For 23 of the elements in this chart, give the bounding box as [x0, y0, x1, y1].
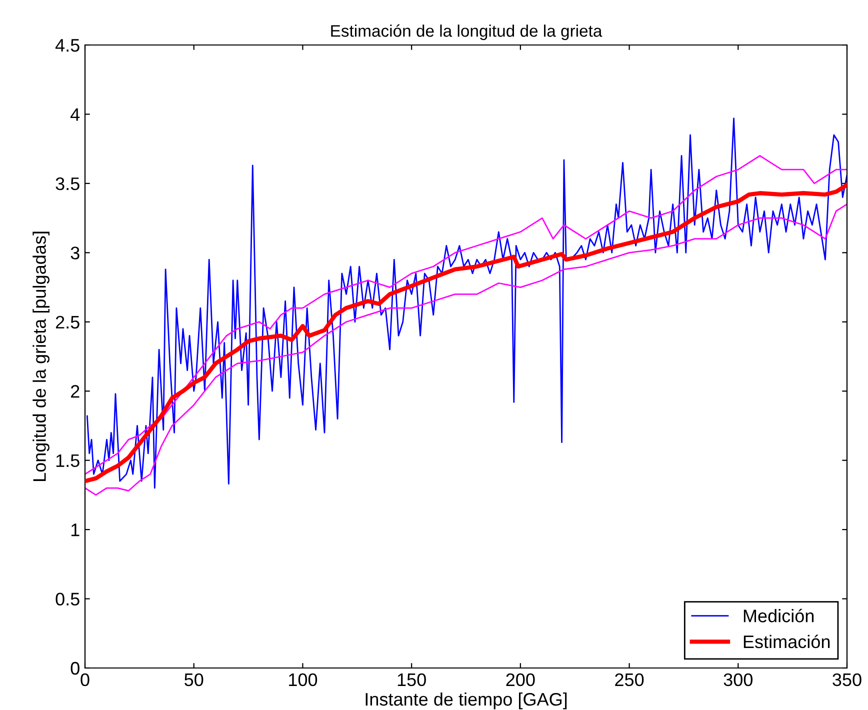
y-tick-label: 1	[71, 524, 80, 536]
x-axis-title: Instante de tiempo [GAG]	[366, 692, 567, 710]
y-tick-label: 0.5	[56, 592, 80, 606]
legend-label: Estimación	[744, 634, 830, 648]
y-tick-label: 2	[71, 385, 80, 398]
x-tick-label: 50	[184, 673, 204, 686]
y-tick-label: 3	[70, 246, 80, 260]
y-axis-title: Longitud de la grieta [pulgadas]	[32, 232, 50, 481]
x-tick-label: 250	[615, 673, 644, 686]
x-tick-label: 300	[724, 673, 752, 686]
y-tick-label: 4	[70, 108, 80, 121]
chart-title: Estimación de la longitud de la grieta	[331, 24, 602, 40]
x-tick-label: 100	[289, 673, 318, 686]
y-tick-label: 3.5	[56, 177, 80, 190]
x-tick-label: 200	[506, 673, 535, 686]
x-tick-label: 0	[80, 673, 90, 686]
y-tick-label: 4.5	[55, 39, 80, 52]
legend-label: Medición	[744, 608, 814, 622]
y-tick-label: 1.5	[56, 454, 80, 468]
y-tick-label: 0	[70, 662, 80, 675]
x-tick-label: 150	[398, 673, 426, 686]
y-tick-label: 2.5	[56, 316, 80, 329]
x-tick-label: 350	[832, 673, 862, 686]
